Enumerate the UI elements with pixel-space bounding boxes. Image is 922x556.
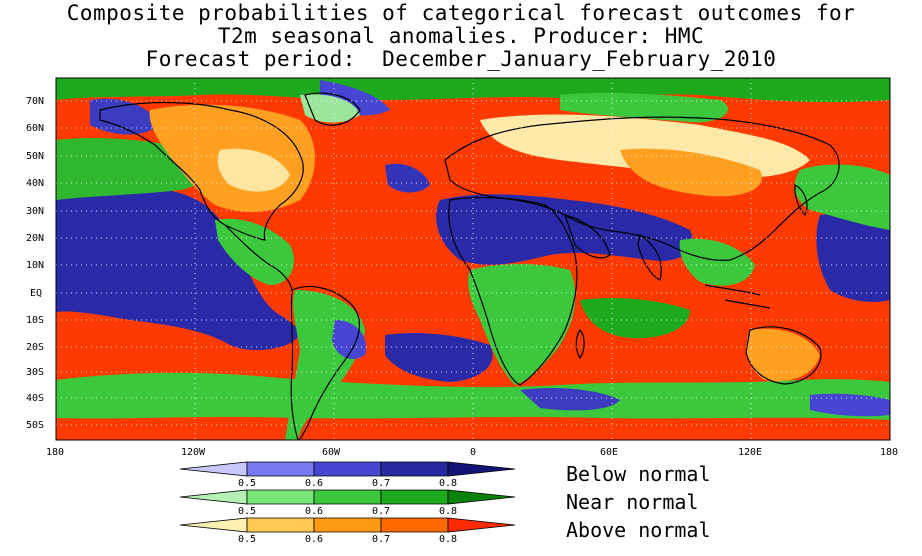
legend-swatch: [380, 517, 449, 533]
region-north-america-light: [217, 148, 290, 192]
legend-tick-label: 0.5: [238, 506, 256, 517]
longitude-labels: 180 120W 60W 0 60E 120E 180: [46, 447, 898, 458]
lat-label: 10N: [26, 260, 44, 271]
legend-tick-label: 0.6: [305, 534, 323, 545]
lon-label: 0: [470, 447, 476, 458]
lat-label: EQ: [30, 288, 42, 299]
lon-label: 60W: [322, 447, 341, 458]
legend-tick-label: 0.7: [372, 534, 390, 545]
continent-outlines: [99, 92, 840, 440]
legend-label-above: Above normal: [566, 518, 711, 542]
legend-tick-label: 0.5: [238, 534, 256, 545]
legend-swatch: [246, 517, 315, 533]
legend-swatch: [313, 489, 382, 505]
outline-india: [637, 234, 662, 281]
lat-label: 10S: [26, 315, 44, 326]
outline-madagascar: [575, 329, 585, 360]
region-eurasia-orange: [620, 148, 762, 197]
outline-africa: [448, 196, 578, 386]
outline-indonesia: [704, 284, 771, 309]
lat-label: 50N: [26, 151, 44, 162]
region-south-atlantic-below: [385, 333, 493, 382]
lat-label: 70N: [26, 96, 44, 107]
region-north-pacific-near-east: [794, 164, 890, 230]
region-australia-above: [746, 328, 820, 382]
lat-label: 40S: [26, 393, 44, 404]
legend-tick-label: 0.8: [439, 534, 457, 545]
region-indian-ocean-near: [580, 298, 690, 339]
lat-label: 20S: [26, 342, 44, 353]
legend-swatch: [246, 489, 315, 505]
legend-tick-label: 0.7: [372, 506, 390, 517]
latitude-labels: 70N 60N 50N 40N 30N 20N 10N EQ 10S 20S 3…: [26, 96, 44, 431]
map-title-line-2: T2m seasonal anomalies. Producer: HMC: [217, 24, 705, 48]
legend-swatch: [313, 461, 382, 477]
region-greenland-green: [300, 94, 360, 123]
outline-arabia: [564, 214, 611, 259]
outline-japan: [794, 184, 808, 217]
legend-swatch: [313, 517, 382, 533]
legend-tick-label: 0.7: [372, 478, 390, 489]
legend-tick-label: 0.5: [238, 478, 256, 489]
outline-europe-asia: [444, 116, 840, 261]
lat-label: 60N: [26, 123, 44, 134]
legend-tick-label: 0.8: [439, 506, 457, 517]
legend-tick-label: 0.6: [305, 478, 323, 489]
lon-label: 60E: [600, 447, 618, 458]
region-africa-near: [468, 264, 576, 385]
map-title-line-3: Forecast period: December_January_Februa…: [145, 47, 777, 71]
lon-label: 180: [880, 447, 898, 458]
outline-north-america: [99, 101, 304, 241]
outline-central-america: [224, 224, 293, 291]
region-southeast-asia-near: [679, 238, 755, 286]
map-frame: [55, 77, 891, 441]
legend-near-bar: 0.5 0.6 0.7 0.8: [179, 489, 516, 517]
legend-swatch: [179, 461, 248, 477]
lat-label: 30N: [26, 206, 44, 217]
region-west-pacific-below: [810, 393, 890, 417]
lon-label: 120E: [738, 447, 762, 458]
legend-swatch: [179, 517, 248, 533]
region-siberia-green: [560, 92, 729, 123]
region-southern-ocean-below: [520, 388, 620, 411]
legend-swatch: [179, 489, 248, 505]
legend-label-near: Near normal: [566, 490, 699, 514]
region-arctic-near: [56, 78, 890, 103]
lat-label: 40N: [26, 178, 44, 189]
legend-tick-label: 0.6: [305, 506, 323, 517]
legend-swatch: [447, 517, 516, 533]
legend-below-bar: 0.5 0.6 0.7 0.8: [179, 461, 516, 489]
region-atlantic-below: [385, 163, 430, 193]
lat-label: 50S: [26, 420, 44, 431]
probability-map: [56, 78, 890, 440]
lat-label: 20N: [26, 233, 44, 244]
legend-swatch: [246, 461, 315, 477]
legend-tick-label: 0.8: [439, 478, 457, 489]
region-southern-ocean-near: [56, 372, 890, 420]
legend-swatch: [380, 461, 449, 477]
legend-swatch: [447, 489, 516, 505]
legend-swatch: [447, 461, 516, 477]
region-pacific-below: [56, 187, 300, 350]
lon-label: 180: [46, 447, 64, 458]
lon-label: 120W: [181, 447, 206, 458]
lat-label: 30S: [26, 367, 44, 378]
region-pacific-below-east: [816, 213, 890, 302]
legend-above-bar: 0.5 0.6 0.7 0.8: [179, 517, 516, 545]
region-south-america-below: [332, 320, 366, 360]
outline-australia: [745, 326, 822, 385]
region-sahara-below: [436, 194, 693, 265]
legend-swatch: [380, 489, 449, 505]
graticule: [56, 78, 890, 440]
outline-greenland: [304, 92, 361, 126]
legend-label-below: Below normal: [566, 462, 711, 486]
map-title-line-1: Composite probabilities of categorical f…: [66, 1, 856, 25]
outline-south-america: [290, 285, 360, 440]
